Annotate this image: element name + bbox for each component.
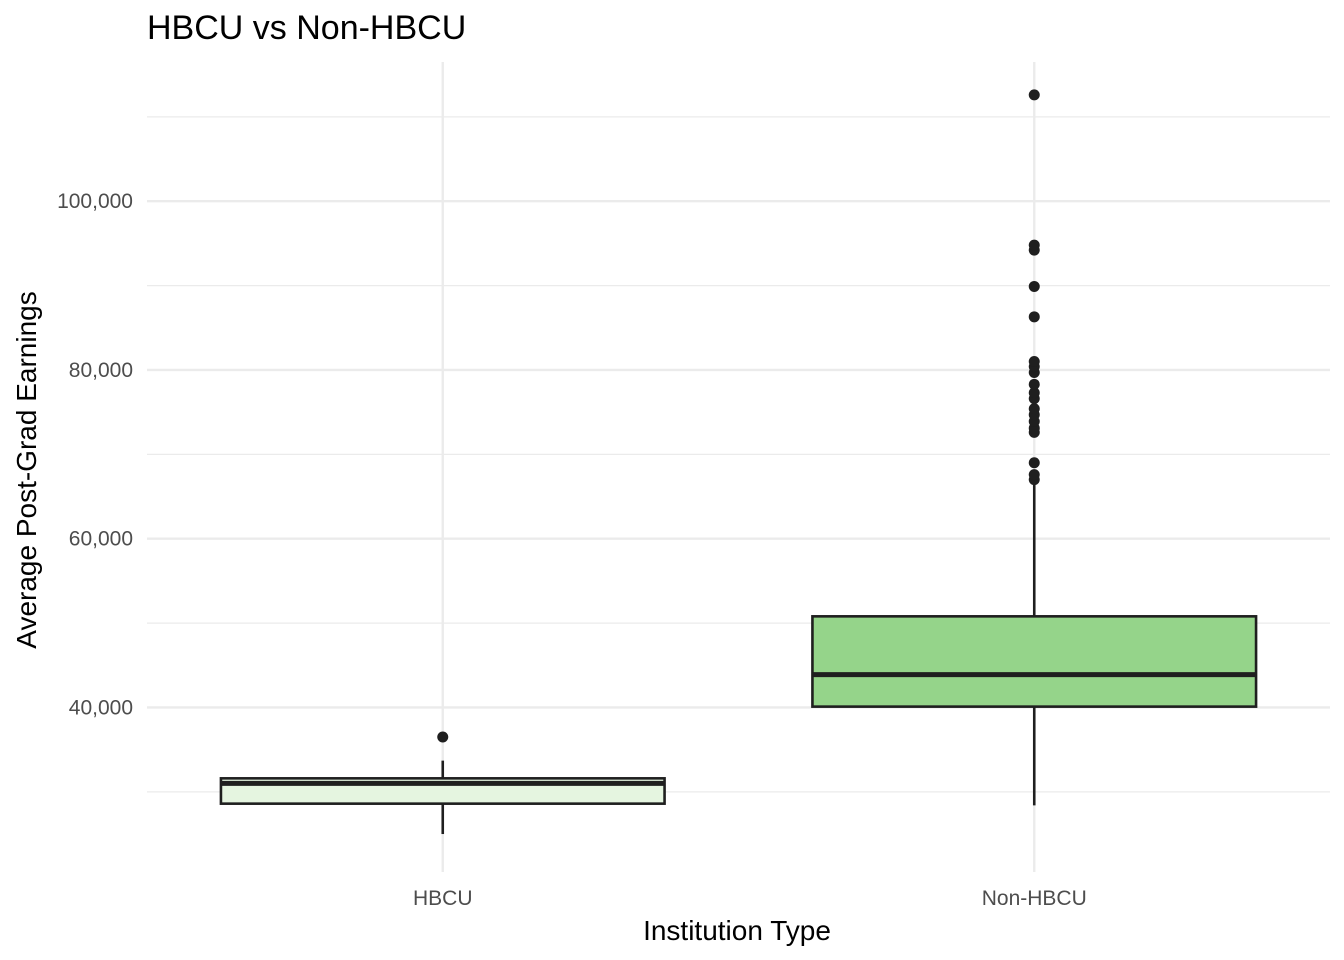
outlier-point — [1028, 89, 1040, 101]
x-tick-label: Non-HBCU — [982, 887, 1087, 910]
x-tick-label: HBCU — [413, 887, 473, 910]
y-tick-label: 60,000 — [69, 528, 133, 551]
outlier-point — [1028, 387, 1040, 399]
outlier-point — [1028, 469, 1040, 481]
y-tick-label: 40,000 — [69, 696, 133, 719]
outlier-point — [1028, 403, 1040, 415]
outlier-point — [1028, 239, 1040, 251]
box-non-hbcu — [811, 89, 1258, 806]
x-axis-title: Institution Type — [643, 915, 831, 946]
box-plots — [219, 89, 1258, 835]
box-hbcu — [219, 731, 666, 835]
y-tick-label: 100,000 — [57, 190, 133, 213]
chart-title: HBCU vs Non-HBCU — [147, 9, 466, 47]
outlier-point — [437, 731, 449, 743]
outlier-point — [1028, 280, 1040, 292]
y-tick-label: 80,000 — [69, 359, 133, 382]
x-tick-labels: HBCU Non-HBCU — [413, 887, 1087, 910]
outlier-point — [1028, 457, 1040, 469]
outlier-point — [1028, 356, 1040, 368]
y-tick-labels: 40,000 60,000 80,000 100,000 — [57, 190, 133, 719]
grid-lines — [147, 62, 1330, 872]
y-axis-title: Average Post-Grad Earnings — [11, 291, 42, 648]
outlier-point — [1028, 311, 1040, 323]
outlier-point — [1028, 378, 1040, 390]
box-rect — [811, 615, 1258, 708]
